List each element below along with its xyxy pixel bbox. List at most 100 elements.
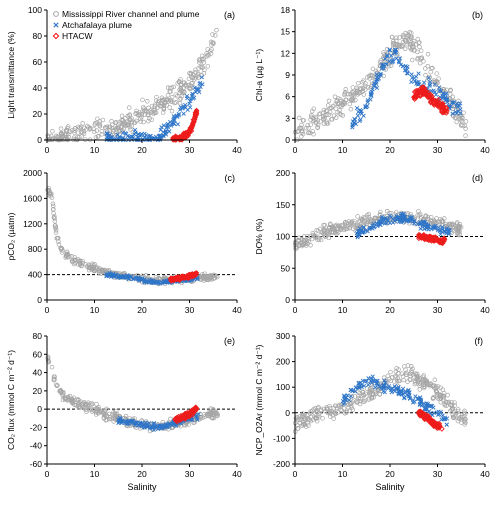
data-point bbox=[88, 266, 93, 271]
data-point bbox=[374, 216, 380, 222]
x-tick-label: 30 bbox=[433, 145, 443, 155]
data-point bbox=[397, 60, 402, 65]
data-point bbox=[463, 133, 468, 138]
data-point bbox=[377, 391, 383, 397]
data-point bbox=[181, 275, 188, 281]
data-point bbox=[381, 389, 386, 394]
panel-label: (c) bbox=[225, 173, 236, 183]
data-point bbox=[152, 425, 157, 430]
data-point bbox=[326, 112, 332, 117]
data-point bbox=[412, 381, 418, 387]
data-point bbox=[209, 42, 214, 48]
data-point bbox=[442, 401, 447, 407]
x-tick-label: 10 bbox=[338, 469, 348, 479]
data-point bbox=[334, 229, 339, 235]
data-point bbox=[155, 426, 161, 432]
data-point bbox=[69, 128, 75, 133]
data-point bbox=[458, 107, 463, 112]
data-point bbox=[104, 406, 109, 412]
data-point bbox=[188, 105, 193, 110]
data-point bbox=[388, 369, 393, 375]
data-point bbox=[423, 213, 428, 218]
x-tick-label: 20 bbox=[385, 145, 395, 155]
data-point bbox=[52, 214, 57, 219]
data-point bbox=[399, 390, 404, 395]
data-point bbox=[205, 64, 211, 69]
data-point bbox=[80, 121, 85, 126]
data-point bbox=[314, 418, 320, 424]
data-point bbox=[87, 125, 93, 131]
data-point bbox=[140, 104, 146, 110]
y-tick-label: 60 bbox=[33, 57, 43, 67]
data-point bbox=[450, 100, 456, 105]
data-point bbox=[344, 395, 349, 401]
data-point bbox=[152, 106, 157, 111]
data-point bbox=[421, 385, 427, 391]
data-point bbox=[357, 226, 363, 231]
data-point bbox=[383, 380, 388, 385]
data-point bbox=[169, 94, 175, 100]
y-tick-label: 40 bbox=[33, 83, 43, 93]
data-point bbox=[334, 222, 339, 228]
x-tick-label: 10 bbox=[338, 305, 348, 315]
data-point bbox=[421, 373, 427, 378]
data-point bbox=[404, 71, 410, 76]
data-point bbox=[419, 56, 424, 62]
data-point bbox=[404, 217, 410, 222]
data-point bbox=[410, 75, 415, 80]
data-point bbox=[177, 100, 183, 106]
data-point bbox=[366, 73, 372, 79]
data-point bbox=[434, 216, 439, 221]
legend-label: Atchafalaya plume bbox=[62, 20, 132, 30]
data-point bbox=[363, 83, 368, 89]
data-point bbox=[51, 203, 56, 209]
data-point bbox=[437, 393, 442, 398]
data-point bbox=[433, 385, 439, 391]
data-point bbox=[370, 223, 375, 228]
data-point bbox=[54, 382, 59, 388]
data-point bbox=[128, 419, 133, 424]
data-point bbox=[412, 48, 417, 53]
data-point bbox=[393, 373, 398, 379]
data-point bbox=[409, 30, 414, 36]
data-point bbox=[437, 412, 442, 417]
data-point bbox=[368, 216, 373, 222]
data-point bbox=[436, 76, 441, 81]
data-point bbox=[374, 79, 379, 84]
data-point bbox=[95, 116, 100, 122]
data-point bbox=[313, 234, 318, 240]
data-point bbox=[178, 96, 184, 101]
data-point bbox=[165, 422, 170, 428]
data-point bbox=[342, 410, 348, 416]
data-point bbox=[351, 92, 356, 97]
panel-d: 0 10 20 30 40 0 50 100 150 200 (d) DO% (%) bbox=[254, 168, 490, 315]
data-point bbox=[104, 131, 109, 136]
data-point bbox=[425, 77, 430, 83]
y-tick-label: 18 bbox=[281, 5, 291, 15]
data-point bbox=[362, 378, 368, 384]
data-point bbox=[456, 98, 461, 104]
data-point bbox=[169, 108, 175, 114]
data-point bbox=[431, 410, 437, 416]
data-point bbox=[205, 274, 211, 280]
data-point bbox=[352, 394, 358, 399]
y-tick-label: 100 bbox=[28, 5, 42, 15]
data-point bbox=[50, 137, 56, 142]
data-point bbox=[300, 118, 306, 123]
data-point bbox=[429, 417, 435, 424]
y-tick-label: -200 bbox=[273, 459, 290, 469]
data-point bbox=[382, 218, 387, 223]
data-point bbox=[343, 86, 349, 92]
data-point bbox=[390, 216, 395, 222]
data-point bbox=[450, 222, 455, 228]
data-point bbox=[303, 241, 309, 246]
data-point bbox=[333, 106, 339, 112]
data-point bbox=[370, 66, 376, 72]
data-point bbox=[452, 403, 457, 408]
data-point bbox=[299, 122, 304, 128]
data-point bbox=[356, 389, 361, 395]
data-point bbox=[187, 101, 192, 106]
data-point bbox=[402, 390, 408, 395]
data-point bbox=[52, 216, 57, 221]
